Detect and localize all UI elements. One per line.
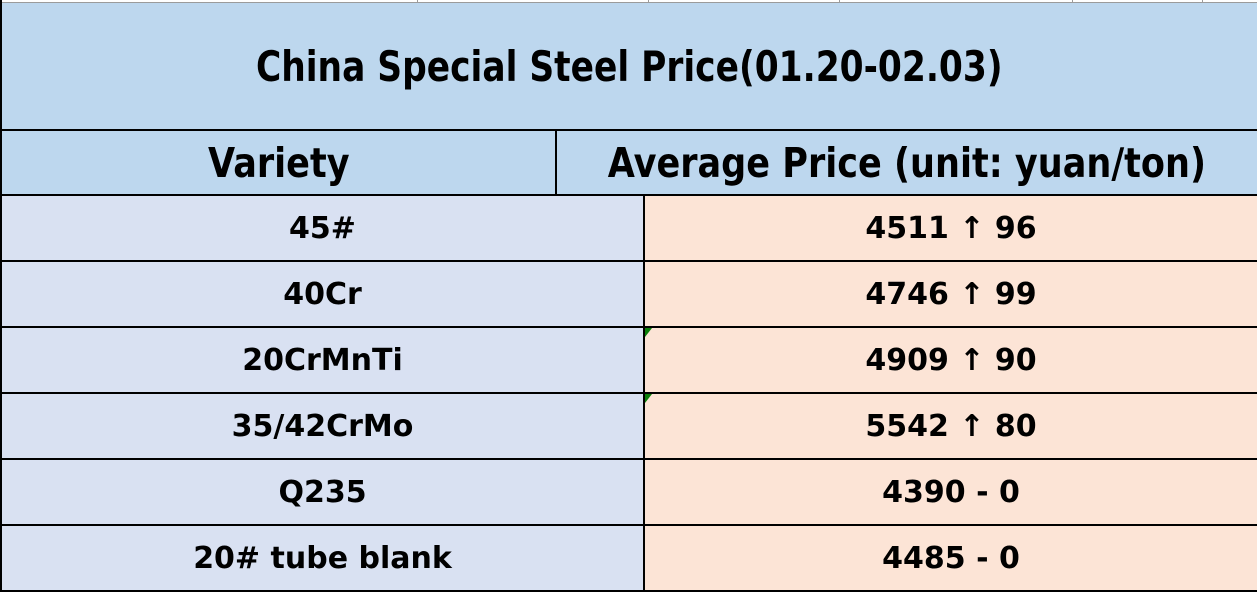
table-title: China Special Steel Price(01.20-02.03): [256, 41, 1003, 91]
price-cell[interactable]: 4746 ↑ 99: [645, 262, 1257, 326]
gridline-tick: [417, 0, 418, 3]
variety-cell[interactable]: 20CrMnTi: [2, 328, 645, 392]
variety-header-cell[interactable]: Variety: [2, 131, 558, 194]
price-column-header: Average Price (unit: yuan/ton): [608, 138, 1207, 187]
variety-label: Q235: [278, 474, 367, 510]
table-header-row: Variety Average Price (unit: yuan/ton): [2, 131, 1257, 196]
price-header-cell[interactable]: Average Price (unit: yuan/ton): [557, 131, 1257, 194]
variety-cell[interactable]: 20# tube blank: [2, 526, 645, 590]
table-row: Q235 4390 - 0: [2, 460, 1257, 526]
price-value: 5542 ↑ 80: [865, 408, 1037, 444]
title-cell[interactable]: China Special Steel Price(01.20-02.03): [2, 3, 1257, 131]
variety-cell[interactable]: Q235: [2, 460, 645, 524]
variety-label: 45#: [289, 210, 356, 246]
table-row: 20# tube blank 4485 - 0: [2, 526, 1257, 592]
table-row: 35/42CrMo 5542 ↑ 80: [2, 394, 1257, 460]
price-cell[interactable]: 5542 ↑ 80: [645, 394, 1257, 458]
table-row: 20CrMnTi 4909 ↑ 90: [2, 328, 1257, 394]
table-row: 45# 4511 ↑ 96: [2, 196, 1257, 262]
cell-error-indicator-triangle: [645, 394, 652, 403]
variety-label: 20CrMnTi: [242, 342, 403, 378]
price-value: 4390 - 0: [882, 474, 1020, 510]
variety-label: 20# tube blank: [193, 540, 452, 576]
price-value: 4909 ↑ 90: [865, 342, 1037, 378]
price-cell[interactable]: 4909 ↑ 90: [645, 328, 1257, 392]
price-value: 4746 ↑ 99: [865, 276, 1037, 312]
price-cell[interactable]: 4390 - 0: [645, 460, 1257, 524]
variety-column-header: Variety: [207, 138, 350, 187]
gridline-tick: [839, 0, 840, 3]
variety-cell[interactable]: 45#: [2, 196, 645, 260]
cell-error-indicator-triangle: [645, 328, 652, 337]
gridline-tick: [1202, 0, 1203, 3]
gridline-tick: [1072, 0, 1073, 3]
price-cell[interactable]: 4485 - 0: [645, 526, 1257, 590]
gridline-tick: [648, 0, 649, 3]
table-body: 45# 4511 ↑ 96 40Cr 4746 ↑ 99 20CrMnTi 49…: [2, 196, 1257, 592]
price-value: 4511 ↑ 96: [865, 210, 1037, 246]
variety-cell[interactable]: 35/42CrMo: [2, 394, 645, 458]
variety-label: 35/42CrMo: [231, 408, 414, 444]
table-row: 40Cr 4746 ↑ 99: [2, 262, 1257, 328]
spreadsheet-gridline-strip: [2, 0, 1257, 3]
variety-cell[interactable]: 40Cr: [2, 262, 645, 326]
price-cell[interactable]: 4511 ↑ 96: [645, 196, 1257, 260]
variety-label: 40Cr: [283, 276, 362, 312]
price-value: 4485 - 0: [882, 540, 1020, 576]
